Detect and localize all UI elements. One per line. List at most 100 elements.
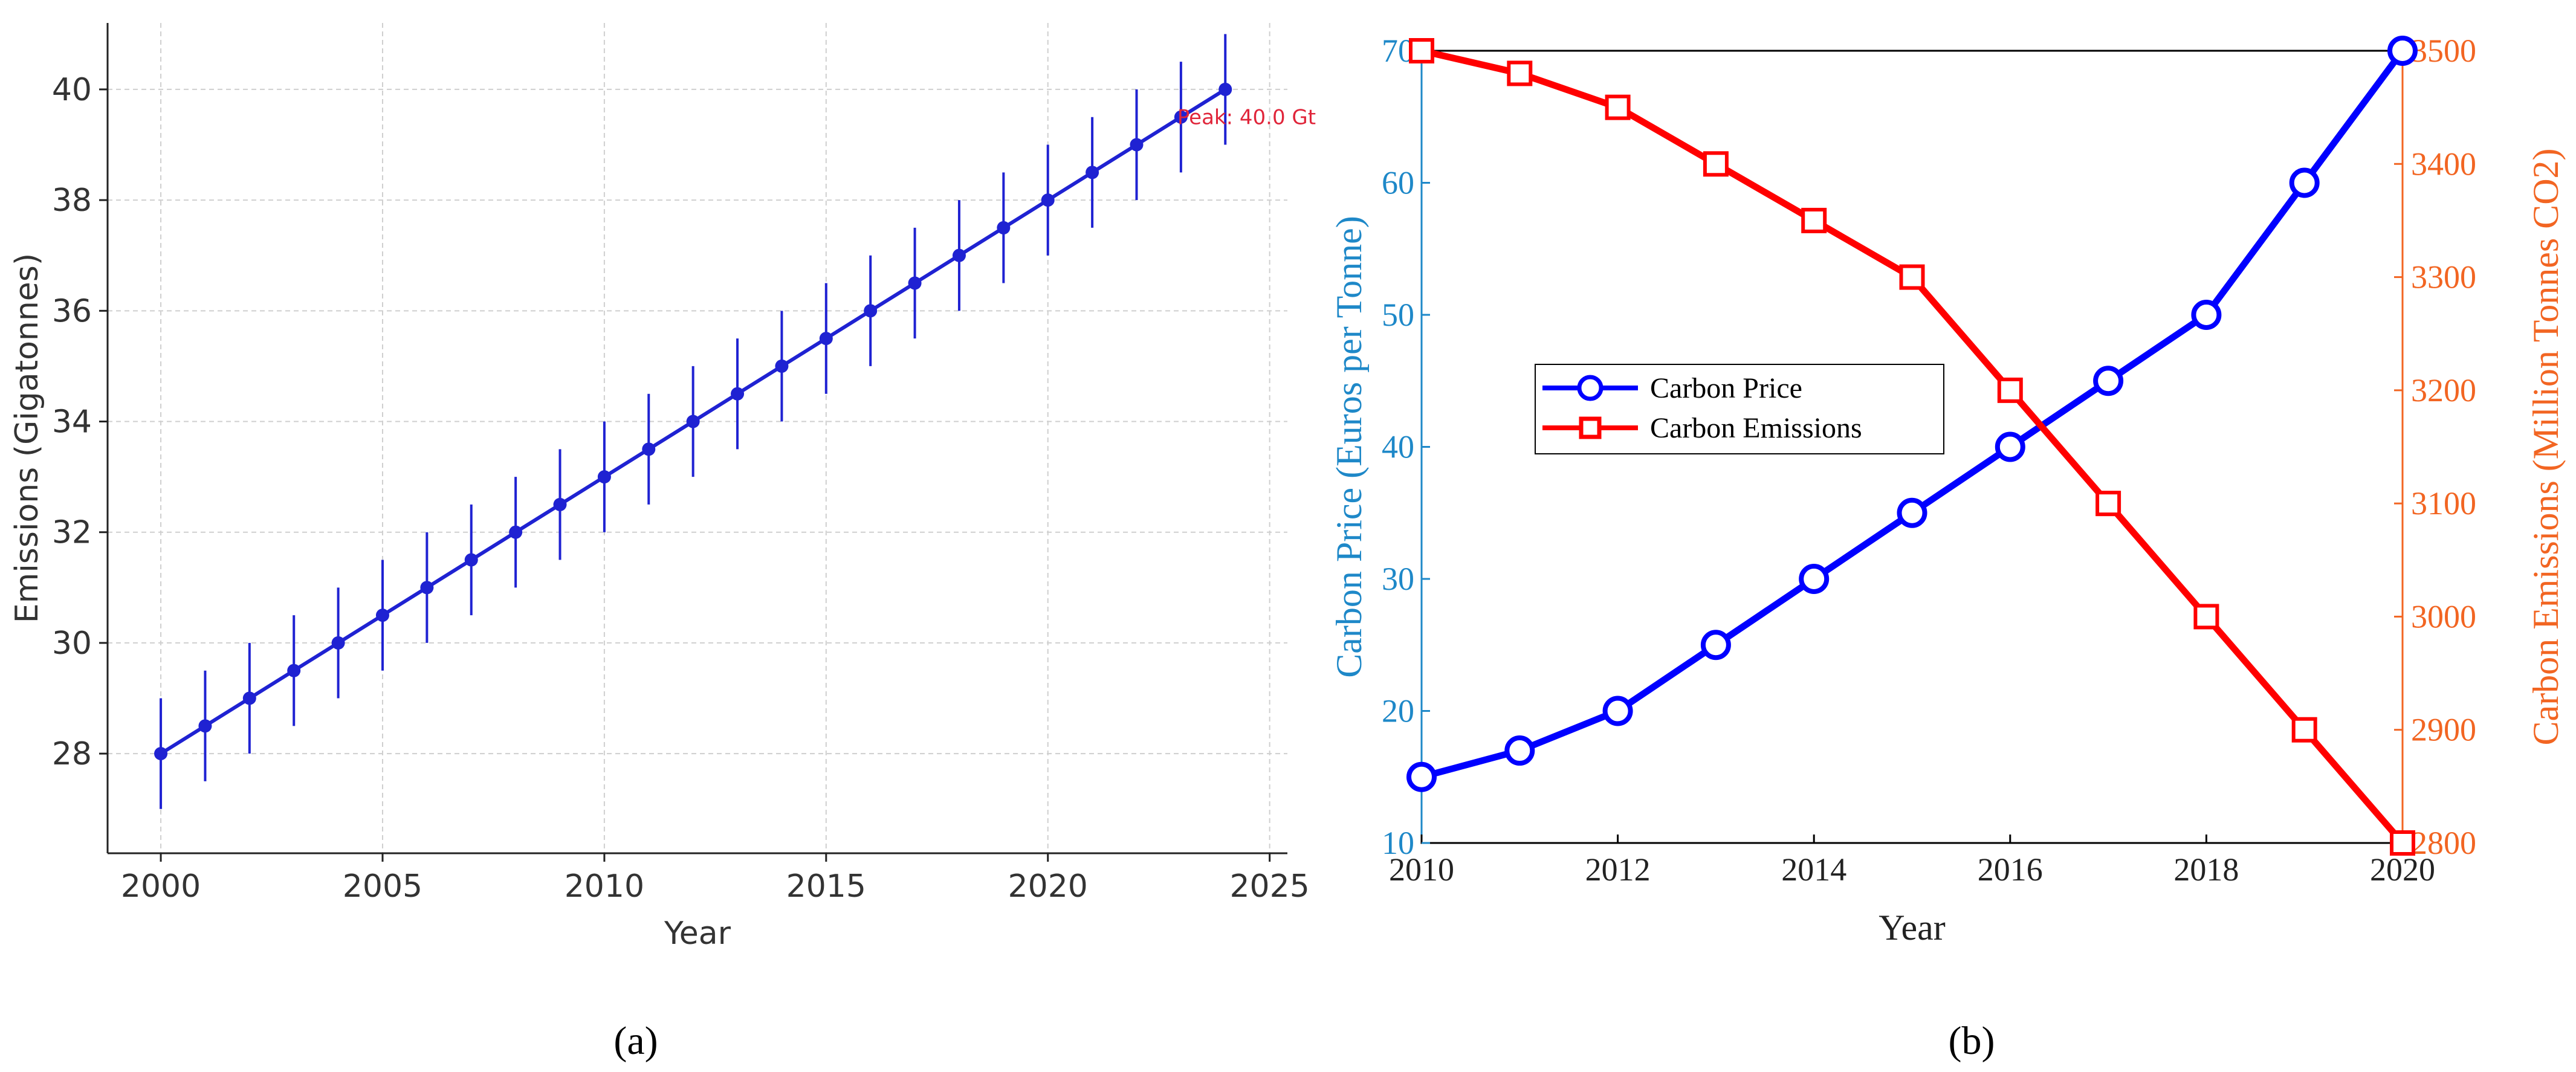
panel-b-right-axis-label: Carbon Emissions (Million Tonnes CO2) [2526,148,2566,745]
panel-a-ticks: 2000 2005 2010 2015 2020 2025 28 30 32 34 36 38 40 [52,72,1310,905]
carbon-price-marker [1406,761,1437,792]
panel-a-grid [108,23,1287,853]
y-tick-label: 38 [52,182,92,219]
data-point [1218,82,1232,96]
panel-a-caption-label: (a) [613,1019,658,1063]
data-point [1086,166,1099,179]
carbon-price-marker [2289,167,2320,198]
x-tick-label: 2025 [1229,868,1309,905]
carbon-price-marker [1995,431,2025,462]
left-y-tick-label: 60 [1382,165,1414,201]
carbon-emissions-marker [2390,830,2415,856]
data-point [154,747,168,761]
panel-b-ticks: 2010 2012 2014 2016 2018 20201020304050607028… [1382,33,2476,888]
data-point [331,636,345,650]
carbon-emissions-marker [1409,38,1434,63]
carbon-emissions-marker [1605,94,1631,120]
panel-b-carbon-emissions-markers [1409,38,2415,856]
carbon-emissions-marker [1997,377,2023,403]
data-point [997,221,1011,234]
legend-marker-circle [1577,375,1604,401]
y-tick-label: 28 [52,736,92,772]
legend-box [1535,364,1944,454]
legend-label-carbon-emissions: Carbon Emissions [1650,412,1862,444]
carbon-emissions-marker [1899,264,1925,290]
data-point [864,304,878,318]
y-tick-label: 32 [52,515,92,551]
data-point [731,387,745,401]
carbon-price-marker [1602,696,1633,726]
x-tick-label: 2020 [1008,868,1088,905]
right-y-tick-label: 3400 [2411,146,2476,182]
carbon-price-marker [2387,36,2418,66]
panel-b-carbon-price-markers [1406,36,2418,792]
left-y-tick-label: 40 [1382,429,1414,465]
data-point [908,276,922,290]
data-point [1041,193,1055,207]
panel-b-x-axis-label: Year [1879,908,1946,948]
carbon-emissions-marker [2193,604,2219,630]
data-point [464,553,478,567]
data-point [198,719,212,733]
y-tick-label: 34 [52,404,92,441]
left-y-tick-label: 30 [1382,561,1414,597]
x-tick-label: 2020 [2370,851,2435,888]
data-point [1130,138,1144,152]
legend-label-carbon-price: Carbon Price [1650,372,1802,404]
carbon-price-marker [1799,564,1830,594]
data-point [553,497,567,511]
data-point [686,415,700,428]
left-y-tick-label: 10 [1382,825,1414,861]
data-point [375,609,389,622]
data-point [952,248,966,262]
right-y-tick-label: 3500 [2411,33,2476,69]
panel-a-x-axis-label: Year [664,915,731,952]
data-point [597,470,611,484]
carbon-price-marker [2093,366,2124,396]
data-point [420,581,434,595]
carbon-price-marker [1897,497,1927,528]
data-point [642,442,656,456]
x-tick-label: 2010 [1389,851,1454,888]
panel-a-emissions-chart: 2000 2005 2010 2015 2020 2025 28 30 32 34 36 38 40 P… [9,23,1316,1063]
carbon-price-marker [1504,735,1535,766]
data-point [509,525,523,539]
right-y-tick-label: 2900 [2411,712,2476,748]
carbon-emissions-marker [2095,491,2121,517]
x-tick-label: 2015 [786,868,866,905]
data-point [819,332,833,346]
carbon-price-marker [1700,630,1731,660]
panel-b-legend: Carbon Price Carbon Emissions [1535,364,1944,454]
right-y-tick-label: 3200 [2411,372,2476,408]
left-y-tick-label: 20 [1382,693,1414,729]
legend-marker-square [1579,416,1602,439]
panel-b-caption-label: (b) [1949,1019,1995,1063]
carbon-price-marker [2191,300,2222,330]
data-point [1174,110,1188,124]
right-y-tick-label: 2800 [2411,825,2476,861]
carbon-emissions-marker [1703,151,1729,177]
y-tick-label: 30 [52,625,92,662]
panel-b-left-axis-label: Carbon Price (Euros per Tonne) [1329,216,1369,677]
right-y-tick-label: 3000 [2411,598,2476,634]
carbon-emissions-marker [1801,207,1827,233]
left-y-tick-label: 50 [1382,297,1414,333]
x-tick-label: 2005 [343,868,422,905]
y-tick-label: 36 [52,293,92,329]
data-point [775,359,789,373]
data-point [287,664,301,677]
carbon-emissions-marker [1507,60,1533,86]
right-y-tick-label: 3100 [2411,485,2476,521]
x-tick-label: 2010 [565,868,644,905]
x-tick-label: 2016 [1978,851,2043,888]
right-y-tick-label: 3300 [2411,259,2476,295]
panel-a-peak-annotation: Peak: 40.0 Gt [1177,106,1316,130]
x-tick-label: 2000 [121,868,201,905]
x-tick-label: 2018 [2173,851,2239,888]
panel-b-carbon-price-chart: 2010 2012 2014 2016 2018 20201020304050607028… [1329,33,2566,1063]
carbon-emissions-marker [2291,717,2317,743]
data-point [242,691,256,705]
x-tick-label: 2012 [1585,851,1651,888]
panel-a-y-axis-label: Emissions (Gigatonnes) [9,253,45,623]
